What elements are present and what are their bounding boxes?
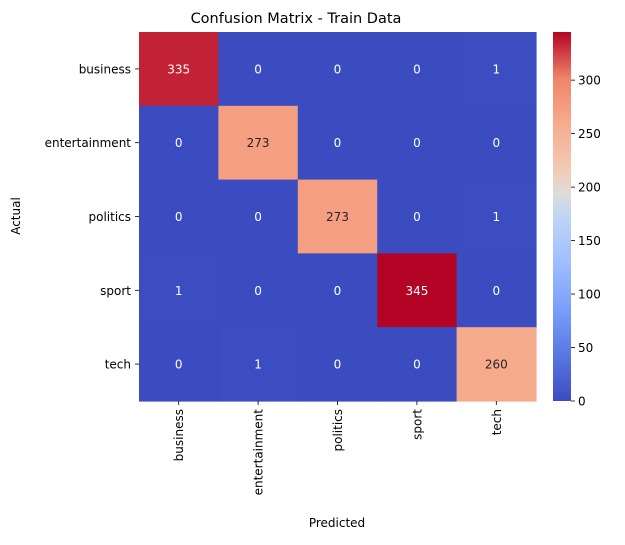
cell-value-4-4: 260 [485,358,508,372]
heatmap-cell-3-1 [218,253,299,328]
cell-value-3-4: 0 [492,284,500,298]
cell-value-2-0: 0 [175,210,183,224]
x-tick-label-3: sport [410,409,424,440]
cell-value-3-1: 0 [254,284,262,298]
colorbar-tick-label-2: 100 [578,288,601,302]
y-tick-label-2: politics [88,210,131,224]
cell-value-2-4: 1 [492,210,500,224]
heatmap-cell-0-2 [297,32,378,107]
heatmap-cell-0-3 [377,32,458,107]
y-tick-label-0: business [79,62,131,76]
y-tick-label-4: tech [105,358,131,372]
cell-value-2-3: 0 [413,210,421,224]
heatmap-cells [139,32,537,402]
heatmap-cell-2-2 [297,179,378,254]
cell-value-0-1: 0 [254,62,262,76]
heatmap-cell-0-0 [139,32,219,107]
heatmap-cell-2-1 [218,179,299,254]
cell-value-4-1: 1 [254,358,262,372]
cell-value-4-2: 0 [334,358,342,372]
heatmap-cell-0-1 [218,32,299,107]
y-axis-ticks: business entertainment politics sport tech [45,62,139,372]
heatmap-cell-3-2 [297,253,378,328]
cell-value-3-0: 1 [175,284,183,298]
cell-value-4-0: 0 [175,358,183,372]
heatmap-cell-4-3 [377,327,458,402]
cell-value-2-1: 0 [254,210,262,224]
cell-value-1-4: 0 [492,136,500,150]
y-axis-label: Actual [9,197,23,235]
x-tick-label-4: tech [490,409,504,435]
heatmap-cell-2-0 [139,179,219,254]
heatmap-cell-4-1 [218,327,299,402]
heatmap-cell-labels: 335 0 0 0 1 0 273 0 0 0 0 0 273 0 1 1 0 0 345 0 0 1 0 0 260 [167,62,508,371]
heatmap-cell-4-0 [139,327,219,402]
x-tick-label-2: politics [331,409,345,452]
chart-title: Confusion Matrix - Train Data [191,11,402,27]
heatmap-cell-3-3 [377,253,458,328]
x-tick-label-1: entertainment [252,409,266,496]
heatmap-cell-1-0 [139,105,219,181]
x-axis-label: Predicted [309,516,365,530]
heatmap-cell-3-4 [456,253,537,328]
colorbar [553,32,571,401]
cell-value-3-3: 345 [405,284,428,298]
heatmap-cell-1-4 [456,105,537,181]
colorbar-tick-label-0: 0 [578,395,586,409]
heatmap-cell-2-4 [456,179,537,254]
heatmap-cell-4-2 [297,327,378,402]
y-tick-label-3: sport [100,284,131,298]
cell-value-4-3: 0 [413,358,421,372]
cell-value-0-3: 0 [413,62,421,76]
cell-value-1-1: 273 [247,136,270,150]
heatmap-cell-2-3 [377,179,458,254]
colorbar-ticks: 0 50 100 150 200 250 300 [571,74,601,409]
heatmap-cell-1-1 [218,105,299,181]
colorbar-tick-label-6: 300 [578,74,601,88]
cell-value-0-0: 335 [167,62,190,76]
cell-value-0-4: 1 [492,62,500,76]
heatmap-cell-1-3 [377,105,458,181]
heatmap-cell-1-2 [297,105,378,181]
cell-value-3-2: 0 [334,284,342,298]
x-tick-label-0: business [172,409,186,461]
y-tick-label-1: entertainment [45,136,132,150]
colorbar-tick-label-1: 50 [578,341,593,355]
cell-value-2-2: 273 [326,210,349,224]
heatmap-cell-4-4 [456,327,537,402]
cell-value-0-2: 0 [334,62,342,76]
cell-value-1-3: 0 [413,136,421,150]
colorbar-tick-label-5: 250 [578,127,601,141]
cell-value-1-2: 0 [334,136,342,150]
cell-value-1-0: 0 [175,136,183,150]
heatmap-cell-0-4 [456,32,537,107]
colorbar-tick-label-3: 150 [578,234,601,248]
x-axis-ticks: business entertainment politics sport tech [172,401,504,495]
heatmap-cell-3-0 [139,253,219,328]
colorbar-tick-label-4: 200 [578,181,601,195]
